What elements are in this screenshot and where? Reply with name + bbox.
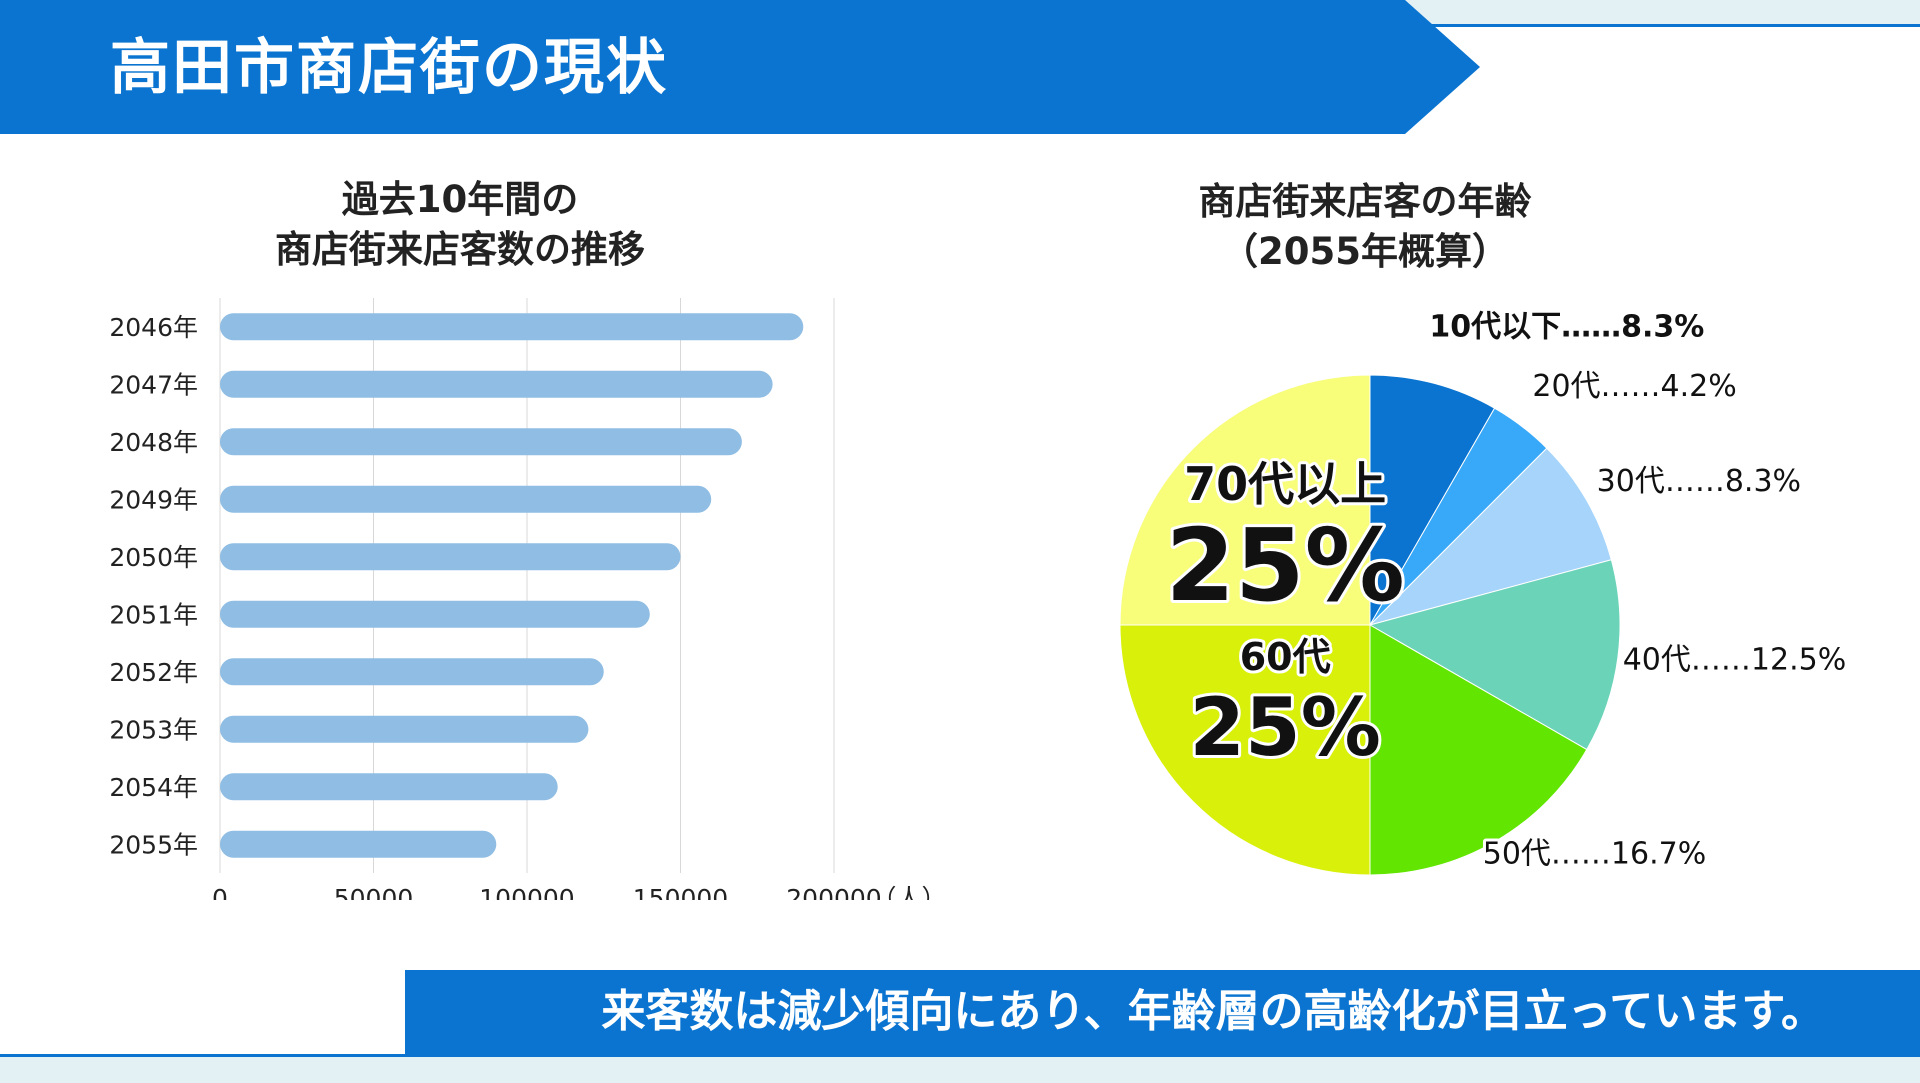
pie-slice-label: 40代……12.5% [1623,642,1846,677]
bar [220,773,558,801]
bar-chart-title-line-1: 過去10年間の [341,178,579,221]
y-tick-label: 2047年 [109,370,198,399]
bar-chart-title: 過去10年間の 商店街来店客数の推移 [160,175,760,275]
pie-slice [1119,624,1371,876]
pie-chart-title-line-1: 商店街来店客の年齢 [1198,180,1532,223]
pie-slice-value: 25% [1189,681,1380,774]
bar [220,715,589,743]
pie-slice-label: 20代……4.2% [1532,369,1736,404]
page-title: 高田市商店街の現状 [110,33,668,103]
pie-slice [1369,374,1496,627]
y-tick-label: 2055年 [109,830,198,859]
bar [220,428,742,456]
bar [220,485,712,513]
x-tick-label: 0 [212,884,228,900]
pie-slice [1119,374,1371,626]
pie-slice-label: 60代 [1240,635,1331,679]
y-tick-label: 2052年 [109,658,198,687]
x-axis-unit: （人） [871,884,946,900]
x-tick-label: 100000 [479,884,574,900]
y-tick-label: 2054年 [109,773,198,802]
pie-slice-label: 50代……16.7% [1483,836,1706,871]
pie-slice-label: 10代以下……8.3% [1429,310,1704,344]
bar [220,830,497,858]
pie-chart-title-line-2: （2055年概算） [1221,230,1509,273]
pie-slice-value: 25% [1165,507,1404,624]
bar [220,600,650,628]
x-tick-label: 150000 [633,884,728,900]
bar [220,370,773,398]
bar [220,313,804,341]
pie-slice [1368,447,1612,626]
y-tick-label: 2051年 [109,600,198,629]
bar [220,543,681,571]
x-tick-label: 50000 [334,884,414,900]
pie-slice [1368,559,1621,751]
summary-callout: 来客数は減少傾向にあり、年齢層の高齢化が目立っています。 [405,970,1920,1054]
footer-band [0,1054,1920,1083]
bar [220,658,604,686]
pie-slice [1369,624,1588,876]
title-banner [0,0,1480,134]
y-tick-label: 2050年 [109,543,198,572]
pie-chart: 10代以下……8.3% 20代……4.2% 30代……8.3% 40代……12.5% 5… [1119,310,1849,876]
bar-chart-title-line-2: 商店街来店客数の推移 [275,228,645,271]
bar-chart: 0 50000 100000 150000 200000（人） 2046年 2047年 204… [109,298,947,900]
pie-chart-title: 商店街来店客の年齢 （2055年概算） [1065,177,1665,277]
y-tick-label: 2048年 [109,428,198,457]
pie-slice-label: 70代以上 [1184,457,1386,511]
x-tick-label: 200000 [786,884,881,900]
pie-slice-label: 30代……8.3% [1597,464,1801,499]
y-tick-label: 2046年 [109,313,198,342]
y-tick-label: 2049年 [109,485,198,514]
y-tick-label: 2053年 [109,715,198,744]
summary-text: 来客数は減少傾向にあり、年齢層の高齢化が目立っています。 [601,986,1825,1037]
